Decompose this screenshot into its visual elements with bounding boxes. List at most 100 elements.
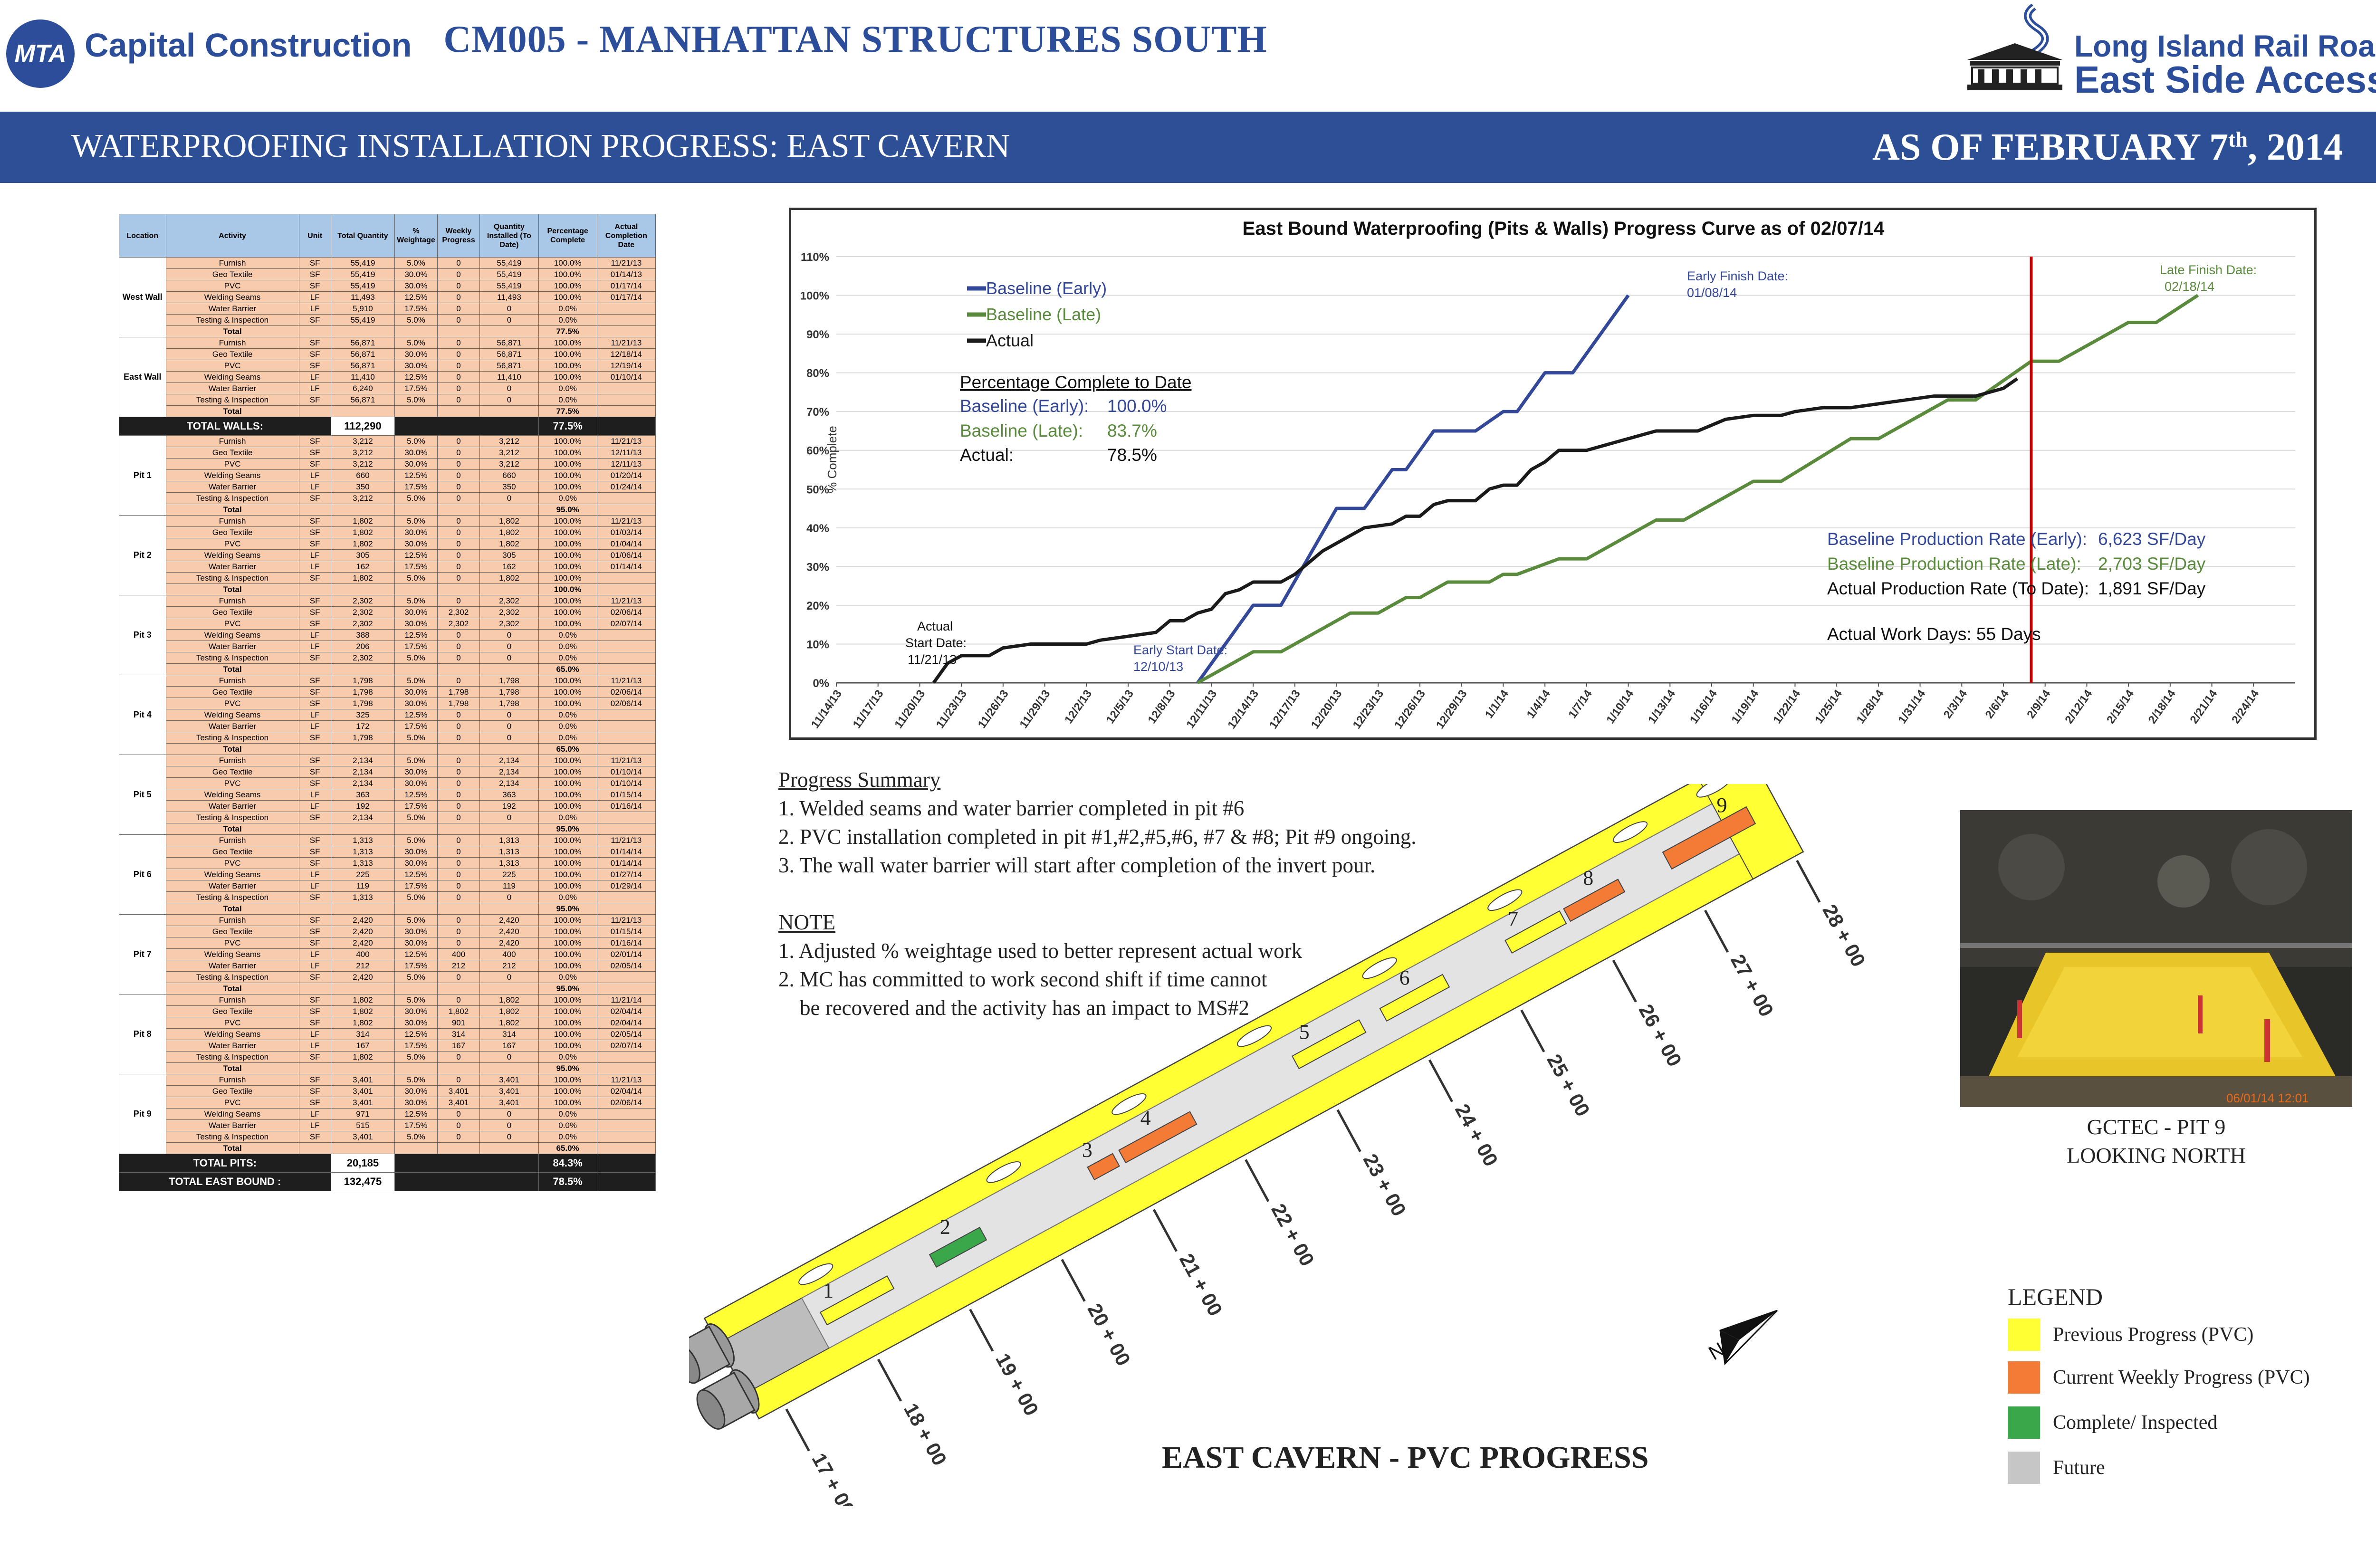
- subtotal-row: Total 65.0%: [119, 663, 656, 675]
- pct-late-label: Baseline (Late):: [960, 421, 1083, 440]
- table-cell: 11/21/13: [596, 675, 656, 687]
- table-cell: Welding Seams: [165, 469, 299, 481]
- total-label: Total: [165, 983, 299, 994]
- table-cell: 388: [330, 629, 395, 641]
- table-cell: SF: [298, 572, 331, 584]
- summary-heading: Progress Summary: [778, 768, 941, 792]
- table-cell: 11/21/13: [596, 834, 656, 846]
- table-row: PVC SF 2,134 30.0% 0 2,134 100.0% 01/10/14: [119, 777, 656, 789]
- table-cell: 100.0%: [538, 268, 597, 280]
- chart-frame: [789, 208, 2317, 740]
- table-cell: 30.0%: [394, 280, 438, 292]
- table-cell: 55,419: [479, 257, 539, 269]
- table-cell: LF: [298, 371, 331, 383]
- table-cell: 162: [479, 561, 539, 573]
- table-cell: [479, 504, 539, 516]
- table-cell: 1,313: [479, 846, 539, 858]
- table-cell: 2,302: [479, 618, 539, 630]
- table-cell: [479, 983, 539, 994]
- legend-label: Future: [2053, 1457, 2105, 1479]
- table-cell: 2,134: [330, 755, 395, 766]
- table-row: Testing & Inspection SF 56,871 5.0% 0 0 0.0%: [119, 394, 656, 406]
- table-cell: 30.0%: [394, 606, 438, 618]
- legend-label: Previous Progress (PVC): [2053, 1324, 2254, 1346]
- table-cell: Geo Textile: [165, 526, 299, 538]
- table-cell: 3,212: [479, 458, 539, 470]
- table-cell: SF: [298, 257, 331, 269]
- table-cell: SF: [298, 777, 331, 789]
- table-cell: 172: [330, 720, 395, 732]
- table-cell: SF: [298, 360, 331, 372]
- table-cell: 1,802: [437, 1005, 480, 1017]
- table-cell: 0.0%: [538, 709, 597, 721]
- table-cell: 100.0%: [538, 1040, 597, 1052]
- pct-early-value: 100.0%: [1107, 396, 1167, 416]
- table-cell: SF: [298, 515, 331, 527]
- table-cell: 01/10/14: [596, 766, 656, 778]
- table-cell: 0: [437, 720, 480, 732]
- table-row: Water Barrier LF 167 17.5% 167 167 100.0% 02/07…: [119, 1040, 656, 1052]
- table-cell: Testing & Inspection: [165, 971, 299, 983]
- table-cell: SF: [298, 314, 331, 326]
- table-cell: 1,802: [479, 994, 539, 1006]
- pit-number-label: 3: [1082, 1138, 1092, 1161]
- y-tick-label: 30%: [806, 561, 829, 574]
- table-cell: 12.5%: [394, 1028, 438, 1040]
- table-cell: 3,212: [330, 492, 395, 504]
- table-cell: 0: [437, 789, 480, 801]
- table-cell: SF: [298, 698, 331, 709]
- table-cell: [596, 1154, 656, 1173]
- table-cell: [596, 405, 656, 417]
- table-cell: 3,401: [479, 1085, 539, 1097]
- x-tick-label: 11/17/13: [851, 688, 886, 731]
- table-cell: 56,871: [330, 348, 395, 360]
- table-cell: 1,798: [479, 686, 539, 698]
- table-cell: 2,134: [479, 766, 539, 778]
- late-finish-label: Late Finish Date:: [2160, 263, 2257, 277]
- table-cell: 0: [437, 800, 480, 812]
- table-cell: Furnish: [165, 515, 299, 527]
- table-cell: 5.0%: [394, 1131, 438, 1143]
- table-cell: 100.0%: [538, 595, 597, 607]
- table-cell: 2,420: [330, 926, 395, 937]
- table-cell: Welding Seams: [165, 629, 299, 641]
- table-cell: 5.0%: [394, 572, 438, 584]
- table-cell: 0.0%: [538, 641, 597, 652]
- table-cell: 0: [437, 926, 480, 937]
- grand-total-row: TOTAL PITS: 20,185 84.3%: [119, 1154, 656, 1173]
- table-cell: LF: [298, 869, 331, 880]
- table-cell: 11/21/13: [596, 1074, 656, 1086]
- table-cell: Testing & Inspection: [165, 394, 299, 406]
- table-cell: SF: [298, 526, 331, 538]
- table-cell: [394, 405, 438, 417]
- table-cell: 100.0%: [538, 257, 597, 269]
- table-cell: 11/21/14: [596, 994, 656, 1006]
- table-cell: [596, 663, 656, 675]
- table-cell: LF: [298, 303, 331, 315]
- station-label: 22 + 00: [1267, 1200, 1319, 1270]
- table-cell: 100.0%: [538, 447, 597, 459]
- table-cell: 12.5%: [394, 629, 438, 641]
- table-row: Geo Textile SF 1,802 30.0% 0 1,802 100.0% 01/03…: [119, 526, 656, 538]
- table-row: Welding Seams LF 363 12.5% 0 363 100.0% 01/15/1…: [119, 789, 656, 801]
- table-cell: Geo Textile: [165, 1005, 299, 1017]
- table-cell: 0: [437, 1074, 480, 1086]
- y-tick-label: 20%: [806, 600, 829, 612]
- table-cell: Water Barrier: [165, 382, 299, 394]
- subtotal-value: 65.0%: [538, 743, 597, 755]
- subtotal-row: Total 65.0%: [119, 1142, 656, 1154]
- table-cell: [394, 1062, 438, 1074]
- table-row: PVC SF 1,798 30.0% 1,798 1,798 100.0% 02/06/14: [119, 698, 656, 709]
- table-cell: SF: [298, 1085, 331, 1097]
- table-cell: 17.5%: [394, 1040, 438, 1052]
- table-header-row: Location Activity Unit Total Quantity% Weig…: [119, 214, 656, 258]
- table-cell: 1,802: [330, 526, 395, 538]
- table-cell: 100.0%: [538, 834, 597, 846]
- table-cell: 0: [437, 629, 480, 641]
- table-cell: 5.0%: [394, 314, 438, 326]
- column-header: Weekly Progress: [437, 214, 480, 258]
- pct-actual-value: 78.5%: [1107, 445, 1157, 465]
- table-cell: SF: [298, 846, 331, 858]
- subtotal-row: Total 95.0%: [119, 903, 656, 915]
- table-cell: Testing & Inspection: [165, 732, 299, 744]
